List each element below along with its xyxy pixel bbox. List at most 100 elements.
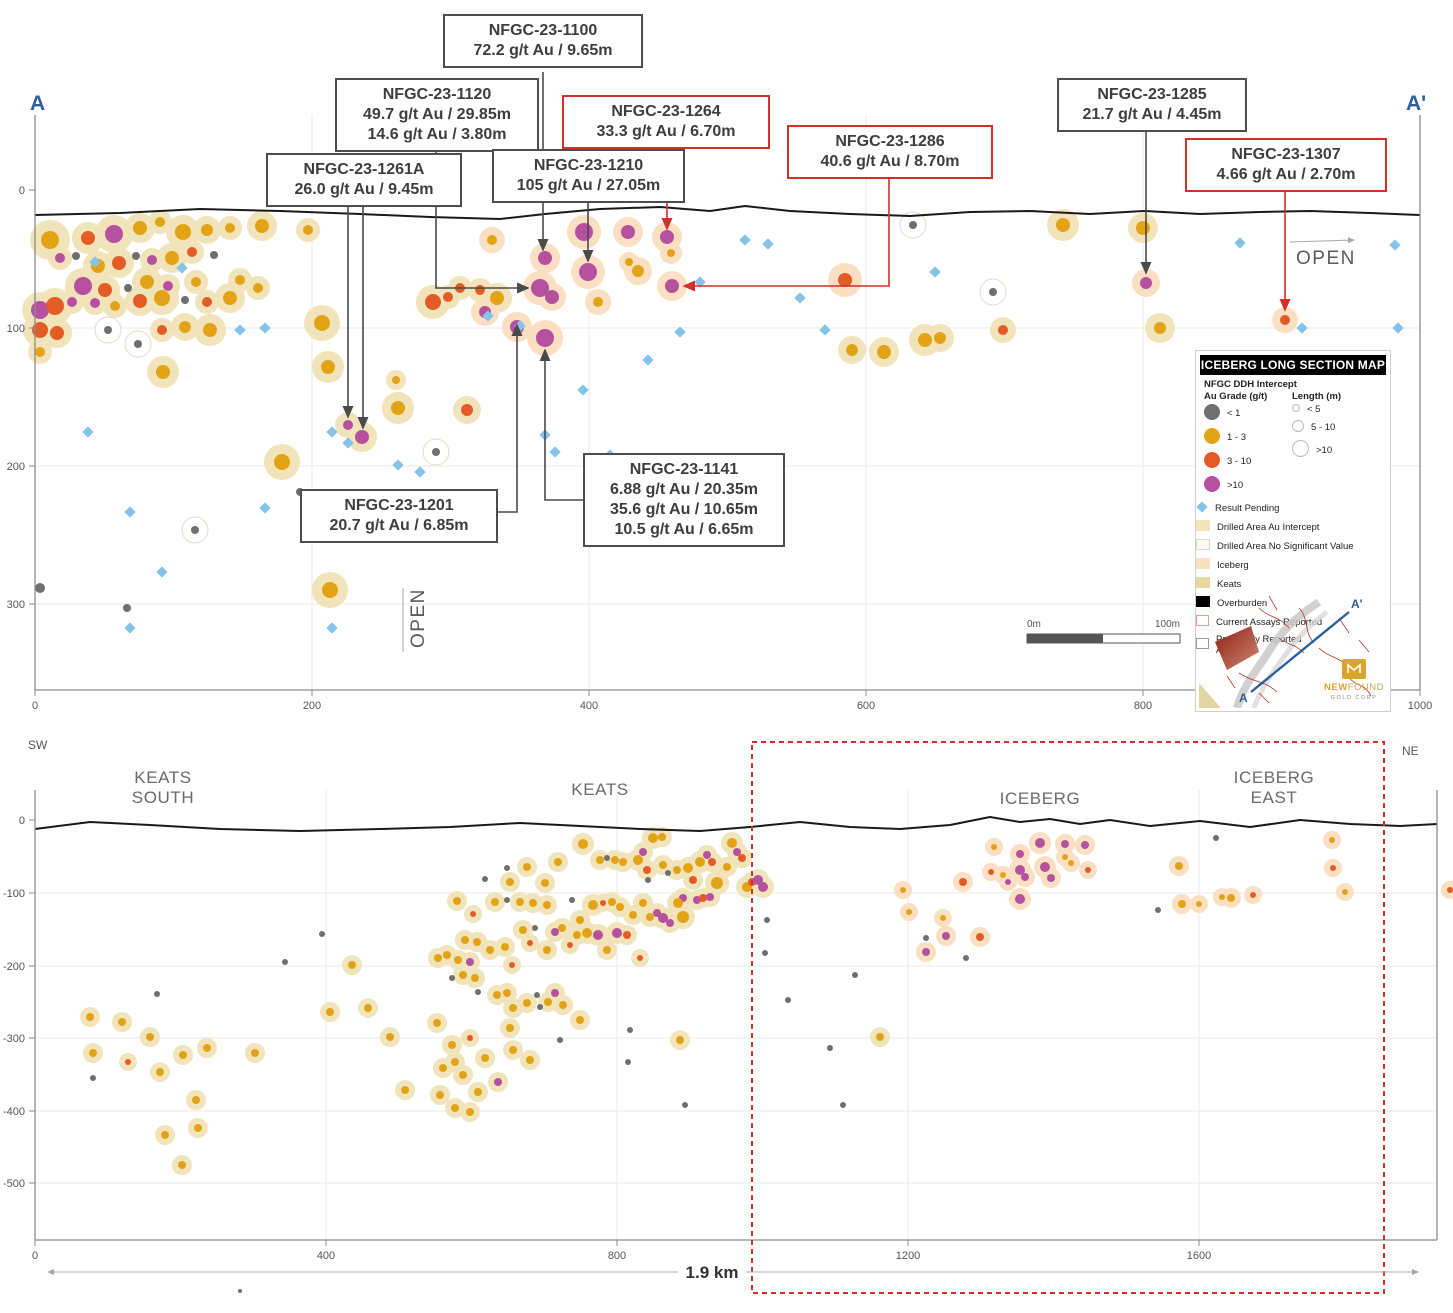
intercept-point <box>963 955 969 961</box>
intercept-point <box>695 857 705 867</box>
result-pending-diamond <box>642 354 654 366</box>
legend-item-result: Result Pending <box>1196 501 1390 515</box>
callout-hole-id: NFGC-23-1141 <box>629 461 739 478</box>
intercept-point <box>225 223 235 233</box>
intercept-point <box>81 231 95 245</box>
legend-item-keats-label: Keats <box>1217 578 1242 590</box>
intercept-point <box>1330 865 1336 871</box>
intercept-point <box>86 1013 94 1021</box>
intercept-point <box>55 253 65 263</box>
intercept-point <box>1062 854 1068 860</box>
intercept-point <box>551 989 559 997</box>
legend-length-list: < 5 5 - 10 >10 <box>1292 404 1341 460</box>
callout-NFGC-23-1120: NFGC-23-1120 49.7 g/t Au / 29.85m 14.6 g/t… <box>335 78 539 152</box>
y-tick-label: -500 <box>3 1178 25 1190</box>
legend-length-row-swatch <box>1292 440 1309 460</box>
intercept-point <box>391 401 405 415</box>
callout-intercept: 35.6 g/t Au / 10.65m <box>610 501 758 518</box>
open-label-left: OPEN <box>408 588 429 648</box>
intercept-point <box>762 950 768 956</box>
legend-item-current-label: Current Assays Reported <box>1216 616 1323 628</box>
result-pending-diamond <box>176 262 188 274</box>
result-pending-diamond <box>1392 322 1404 334</box>
minimap-trend-band-2 <box>1251 610 1329 708</box>
intercept-point <box>210 251 218 259</box>
intercept-point <box>175 224 191 240</box>
intercept-point <box>194 1124 202 1132</box>
intercept-point <box>98 283 112 297</box>
intercept-point <box>1021 873 1029 881</box>
intercept-point <box>667 249 675 257</box>
intercept-point <box>425 294 441 310</box>
intercept-point <box>506 1024 514 1032</box>
minimap-section-line <box>1250 611 1350 693</box>
intercept-point <box>940 915 946 921</box>
intercept-point <box>461 404 473 416</box>
intercept-point <box>178 1161 186 1169</box>
x-tick-label: 1600 <box>1187 1250 1211 1262</box>
intercept-point <box>534 992 540 998</box>
intercept-point <box>154 991 160 997</box>
legend-item-current: Current Assays Reported <box>1196 615 1390 629</box>
intercept-point <box>504 865 510 871</box>
intercept-point <box>559 1001 567 1009</box>
callout-intercept: 20.7 g/t Au / 6.85m <box>329 517 469 534</box>
intercept-point <box>466 958 474 966</box>
legend-grade-row-label: >10 <box>1227 480 1244 491</box>
intercept-point <box>838 273 852 287</box>
intercept-point <box>1056 218 1070 232</box>
callout-intercept: 14.6 g/t Au / 3.80m <box>367 126 507 143</box>
callout-NFGC-23-1201: NFGC-23-1201 20.7 g/t Au / 6.85m <box>300 489 498 543</box>
intercept-point <box>491 898 499 906</box>
intercept-point <box>660 230 674 244</box>
zone-label-iceberg-east: ICEBERG EAST <box>1234 768 1315 808</box>
intercept-point <box>527 940 533 946</box>
intercept-point <box>74 277 92 295</box>
intercept-point <box>633 855 643 865</box>
callout-intercept: 6.88 g/t Au / 20.35m <box>610 481 758 498</box>
result-pending-diamond <box>342 437 354 449</box>
legend-grade-list: < 1 1 - 3 3 - 10 >10 <box>1204 404 1292 495</box>
legend-length-row: 5 - 10 <box>1292 420 1341 435</box>
minimap-heat-zone <box>1215 626 1259 670</box>
callout-hole-id: NFGC-23-1100 <box>488 22 598 39</box>
current-assays-outline <box>751 741 1385 1294</box>
zone-label-line: ICEBERG <box>999 789 1081 808</box>
intercept-point <box>319 931 325 937</box>
legend-grade-row: 1 - 3 <box>1204 428 1292 447</box>
intercept-point <box>459 971 467 979</box>
callout-hole-id: NFGC-23-1261A <box>303 161 425 178</box>
intercept-point <box>490 291 504 305</box>
legend-item-iceberg-label: Iceberg <box>1217 559 1249 571</box>
y-tick-label: -100 <box>3 888 25 900</box>
legend-item-drilled-label: Drilled Area No Significant Value <box>1217 540 1354 552</box>
intercept-point <box>203 323 217 337</box>
intercept-point <box>529 899 537 907</box>
intercept-point <box>133 221 147 235</box>
minimap-a-prime-label: A' <box>1351 597 1363 611</box>
x-tick-label: 1000 <box>1408 700 1432 712</box>
intercept-point <box>355 430 369 444</box>
legend-grade-row-swatch <box>1204 452 1220 471</box>
result-pending-diamond <box>259 502 271 514</box>
intercept-point <box>603 946 611 954</box>
intercept-point <box>1015 894 1025 904</box>
intercept-point <box>1329 837 1335 843</box>
legend: ICEBERG LONG SECTION MAP NFGC DDH Interc… <box>1195 350 1391 712</box>
intercept-point <box>118 1018 126 1026</box>
legend-grade-row: < 1 <box>1204 404 1292 423</box>
intercept-point <box>526 1056 534 1064</box>
distance-label: 1.9 km <box>685 1263 739 1282</box>
intercept-point <box>493 991 501 999</box>
intercept-point <box>104 326 112 334</box>
callout-intercept: 40.6 g/t Au / 8.70m <box>820 153 960 170</box>
intercept-point <box>1068 860 1074 866</box>
y-tick-label: 200 <box>7 461 25 473</box>
intercept-point <box>475 989 481 995</box>
intercept-point <box>1227 894 1235 902</box>
intercept-point <box>519 926 527 934</box>
legend-grade-row-label: 1 - 3 <box>1227 432 1247 443</box>
legend-item-drilled-swatch <box>1196 539 1210 553</box>
intercept-point <box>475 285 485 295</box>
